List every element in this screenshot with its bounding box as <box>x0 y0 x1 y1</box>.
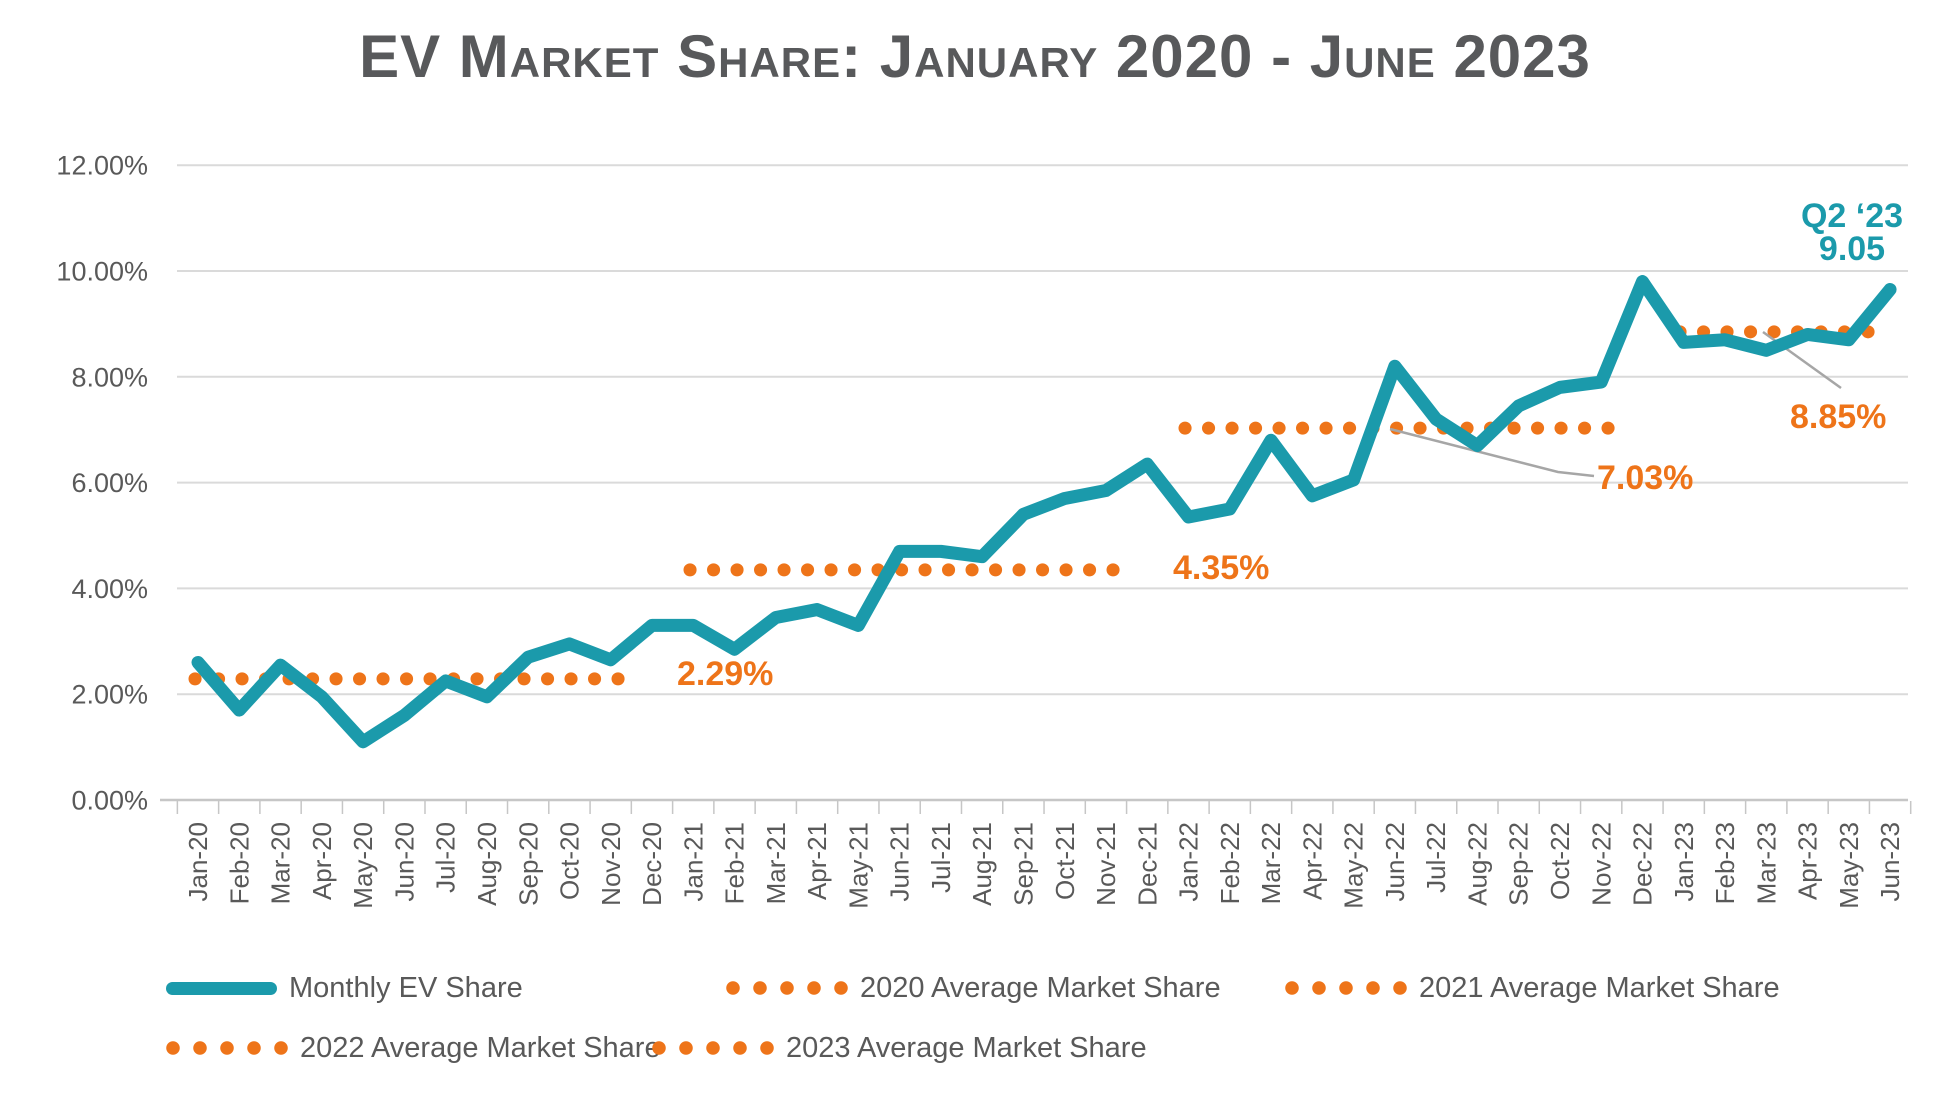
legend-label: 2020 Average Market Share <box>860 971 1221 1004</box>
orange-dots-swatch-icon <box>1285 981 1407 995</box>
q2-annotation-line1: Q2 ‘23 <box>1801 197 1903 235</box>
orange-dots-swatch-icon <box>166 1041 288 1055</box>
x-axis-label: Jul-20 <box>431 822 461 893</box>
x-axis-label: Feb-20 <box>224 822 254 904</box>
x-axis-label: Aug-21 <box>967 822 997 906</box>
monthly-ev-share-line <box>191 275 1897 749</box>
x-axis-label: Mar-23 <box>1751 822 1781 904</box>
x-axis-label: Sep-22 <box>1504 822 1534 906</box>
y-axis-label: 2.00% <box>71 680 148 710</box>
x-axis-label: Nov-22 <box>1586 822 1616 906</box>
x-axis-label: Apr-21 <box>802 822 832 900</box>
x-axis-label: Jan-22 <box>1174 822 1204 902</box>
x-axis-label: Sep-20 <box>513 822 543 906</box>
x-axis-label: May-22 <box>1339 822 1369 909</box>
y-axis-label: 12.00% <box>56 151 148 181</box>
legend-item-2020-average: 2020 Average Market Share <box>726 972 1221 1004</box>
legend-item-monthly-ev-share: Monthly EV Share <box>166 972 523 1004</box>
x-axis-label: May-20 <box>348 822 378 909</box>
x-axis-label: Jun-23 <box>1875 822 1905 902</box>
x-axis-label: Jun-21 <box>885 822 915 902</box>
x-axis-label: Feb-22 <box>1215 822 1245 904</box>
x-axis-label: Oct-22 <box>1545 822 1575 900</box>
avg-label-2023: 8.85% <box>1790 398 1886 436</box>
y-axis-label: 8.00% <box>71 362 148 392</box>
x-axis-label: Jan-20 <box>183 822 213 902</box>
x-axis-label: Dec-20 <box>637 822 667 906</box>
x-axis-label: Jan-21 <box>678 822 708 902</box>
x-axis-label: Apr-22 <box>1297 822 1327 900</box>
x-axis-label: Feb-21 <box>720 822 750 904</box>
x-axis-label: Apr-20 <box>307 822 337 900</box>
x-axis-label: Mar-21 <box>761 822 791 904</box>
teal-line-swatch-icon <box>166 981 277 995</box>
x-axis-label: Dec-21 <box>1132 822 1162 906</box>
q2-annotation-line2: 9.05 <box>1819 230 1885 268</box>
x-axis-label: Mar-20 <box>266 822 296 904</box>
x-axis-label: Aug-20 <box>472 822 502 906</box>
y-axis-label: 10.00% <box>56 256 148 286</box>
x-axis-label: May-23 <box>1834 822 1864 909</box>
orange-dots-swatch-icon <box>726 981 848 995</box>
legend-item-2022-average: 2022 Average Market Share <box>166 1032 661 1064</box>
x-axis-label: Apr-23 <box>1793 822 1823 900</box>
legend-label: 2021 Average Market Share <box>1419 971 1780 1004</box>
orange-dots-swatch-icon <box>652 1041 774 1055</box>
x-axis-label: May-21 <box>843 822 873 909</box>
chart-title: EV Market Share: January 2020 - June 202… <box>359 23 1591 90</box>
x-axis-label: Aug-22 <box>1462 822 1492 906</box>
x-axis-label: Nov-20 <box>596 822 626 906</box>
x-axis-label: Jun-20 <box>389 822 419 902</box>
x-axis-label: Jun-22 <box>1380 822 1410 902</box>
x-axis-label: Mar-22 <box>1256 822 1286 904</box>
avg-label-2021: 4.35% <box>1173 549 1269 587</box>
x-axis-label: Sep-21 <box>1009 822 1039 906</box>
leader-line-7-03 <box>1389 427 1595 478</box>
y-axis-label: 0.00% <box>71 785 148 815</box>
x-axis-label: Jan-23 <box>1669 822 1699 902</box>
x-axis-label: Oct-20 <box>555 822 585 900</box>
x-axis-label: Jul-22 <box>1421 822 1451 893</box>
x-axis-label: Oct-21 <box>1050 822 1080 900</box>
legend-item-2023-average: 2023 Average Market Share <box>652 1032 1147 1064</box>
x-axis-label: Jul-21 <box>926 822 956 893</box>
y-axis-label: 6.00% <box>71 468 148 498</box>
legend-label: Monthly EV Share <box>289 971 523 1004</box>
avg-label-2020: 2.29% <box>677 655 773 693</box>
x-axis-label: Nov-21 <box>1091 822 1121 906</box>
legend-item-2021-average: 2021 Average Market Share <box>1285 972 1780 1004</box>
avg-label-2022: 7.03% <box>1597 459 1693 497</box>
x-axis-label: Dec-22 <box>1628 822 1658 906</box>
y-axis-label: 4.00% <box>71 574 148 604</box>
legend-label: 2022 Average Market Share <box>300 1031 661 1064</box>
x-axis-label: Feb-23 <box>1710 822 1740 904</box>
legend-label: 2023 Average Market Share <box>786 1031 1147 1064</box>
